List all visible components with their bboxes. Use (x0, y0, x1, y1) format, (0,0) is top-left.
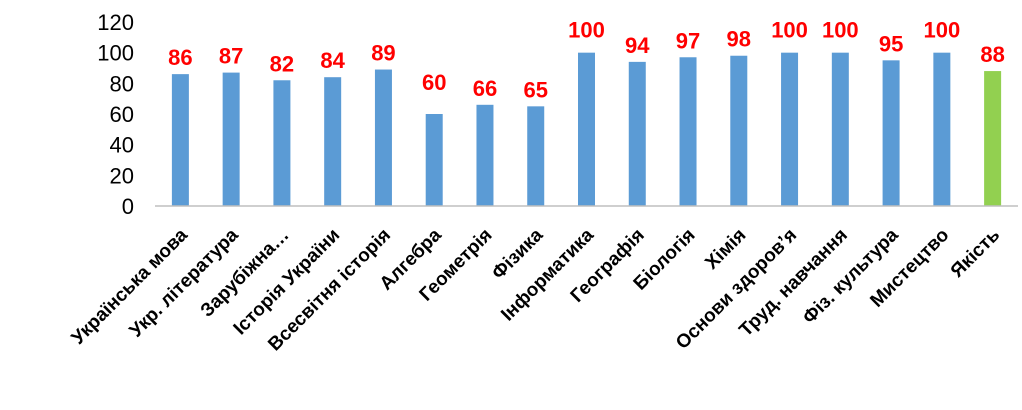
data-label: 66 (473, 76, 497, 101)
bar (222, 72, 240, 206)
bar-series (171, 52, 1002, 207)
y-tick-label: 100 (97, 41, 134, 66)
data-label: 100 (923, 18, 960, 43)
bar (324, 77, 342, 206)
data-label: 88 (980, 42, 1004, 67)
category-label: Якість (947, 225, 1004, 282)
data-label: 84 (320, 48, 345, 73)
category-label: Хімія (701, 225, 750, 274)
bar (781, 52, 799, 206)
data-label: 100 (568, 18, 605, 43)
data-labels: 86 87 82 84 89 60 66 65 100 94 97 98 100 100 95 100 88 (168, 18, 1005, 103)
bar (679, 57, 697, 207)
y-tick-label: 80 (110, 71, 134, 96)
bar (527, 106, 545, 206)
bar (171, 74, 189, 206)
bar (374, 69, 392, 207)
bar (831, 52, 849, 206)
data-label: 100 (771, 18, 808, 43)
data-label: 86 (168, 45, 192, 70)
data-label: 87 (219, 44, 243, 69)
bar (730, 55, 748, 206)
bar (984, 71, 1002, 206)
y-tick-label: 120 (97, 10, 134, 35)
data-label: 98 (727, 27, 751, 52)
bar (882, 60, 900, 207)
data-label: 65 (523, 77, 547, 102)
y-tick-label: 0 (122, 194, 134, 219)
data-label: 94 (625, 33, 650, 58)
bar (628, 61, 646, 206)
bar (273, 80, 291, 206)
y-axis-ticks: 0 20 40 60 80 100 120 (97, 10, 134, 219)
bar (933, 52, 951, 206)
data-label: 89 (371, 41, 395, 66)
data-label: 60 (422, 70, 446, 95)
category-label: Зарубіжна… (197, 225, 294, 322)
y-tick-label: 40 (110, 133, 134, 158)
data-label: 100 (822, 18, 859, 43)
bar (476, 104, 494, 206)
y-tick-label: 60 (110, 102, 134, 127)
y-tick-label: 20 (110, 163, 134, 188)
bar (578, 52, 595, 206)
bar (425, 114, 443, 206)
data-label: 82 (270, 51, 294, 76)
data-label: 97 (676, 28, 700, 53)
data-label: 95 (879, 31, 903, 56)
